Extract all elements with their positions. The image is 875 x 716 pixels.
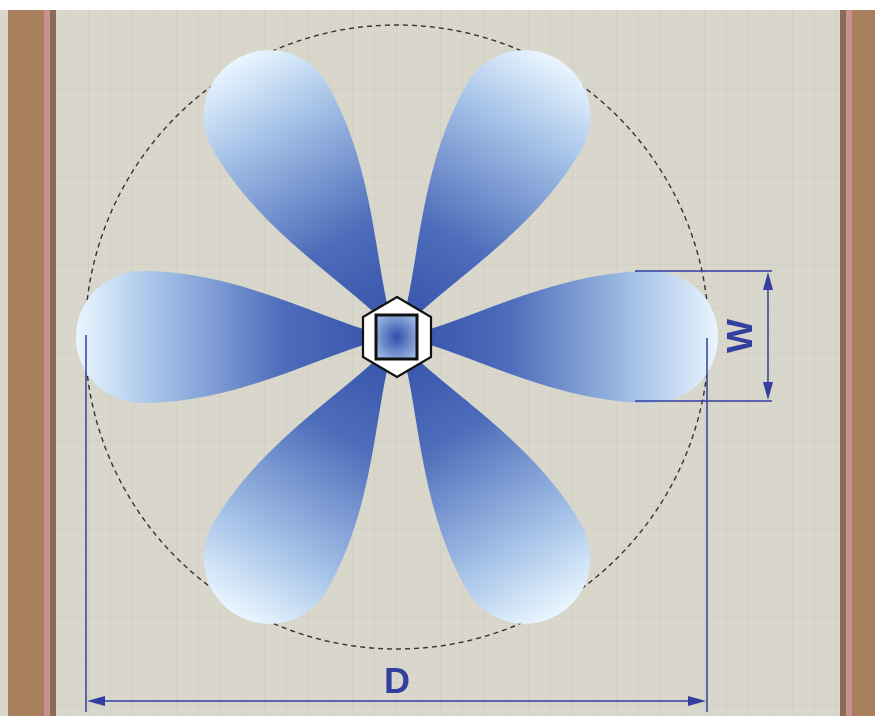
diameter-dimension (85, 335, 708, 712)
width-label: W (719, 319, 760, 353)
right-wall (840, 10, 875, 716)
left-wall (8, 10, 56, 716)
top-margin (0, 0, 875, 10)
diameter-label: D (384, 660, 410, 701)
width-dimension (635, 270, 773, 402)
hexagon-hub-icon (361, 295, 433, 379)
